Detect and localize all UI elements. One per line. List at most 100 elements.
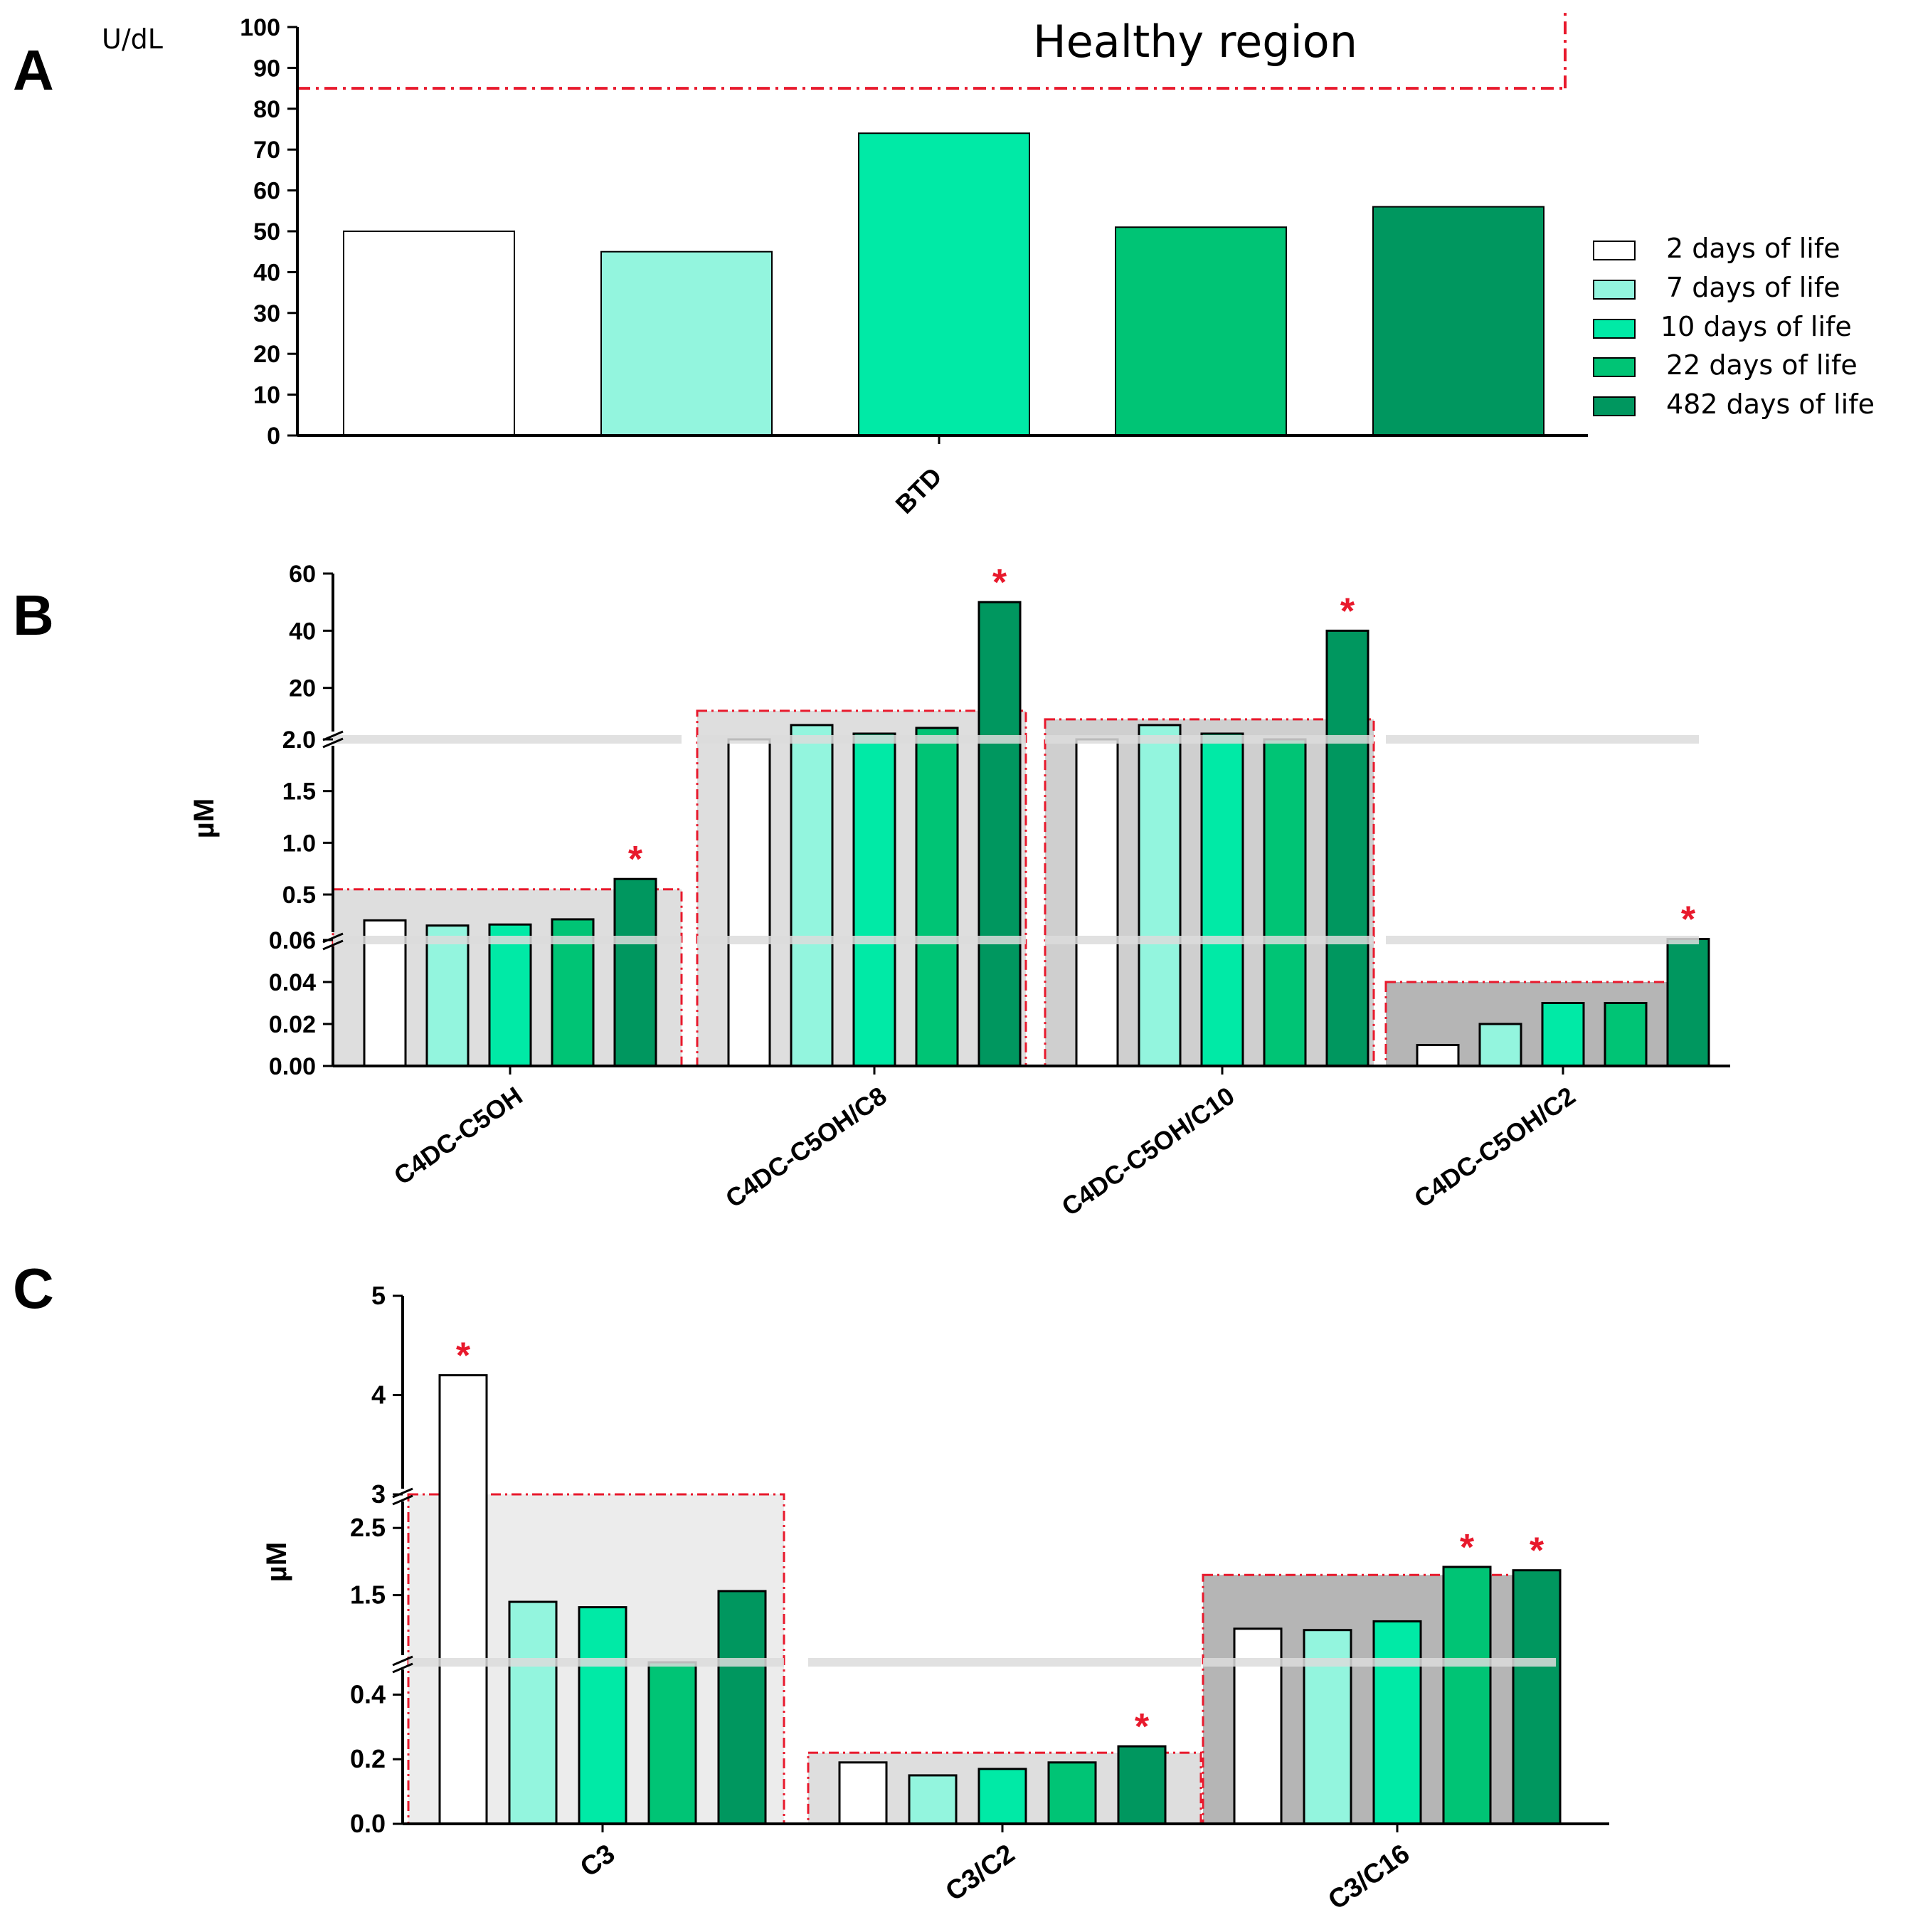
panel-b-category-label: C4DC-C5OH/C2 xyxy=(1409,1081,1580,1213)
panel-c-ylabel: µM xyxy=(261,1542,292,1582)
axis-break-strip xyxy=(697,936,1026,944)
panel-c-ytick-label: 5 xyxy=(371,1281,386,1310)
significance-star: * xyxy=(1460,1527,1475,1568)
axis-break-mark xyxy=(392,1487,413,1499)
panel-b-ytick-label: 20 xyxy=(289,675,316,702)
panel-a-ytick-label: 100 xyxy=(240,14,280,41)
panel-b-ytick-label: 1.0 xyxy=(282,830,316,857)
bar-C4DC-C5OH/C2-482-days-of-life xyxy=(1666,938,1710,1067)
bar-C3/C2-22-days-of-life xyxy=(1047,1761,1097,1825)
bar-C3-10-days-of-life xyxy=(578,1606,627,1825)
panel-b-ytick-label: 1.5 xyxy=(282,778,316,806)
bar-C3-7-days-of-life xyxy=(508,1600,558,1825)
axis-break-mark xyxy=(322,737,344,749)
axis-break-strip xyxy=(1203,1658,1556,1667)
bar-C4DC-C5OH/C8-10-days-of-life xyxy=(852,732,896,1067)
panel-a-ytick-label: 40 xyxy=(253,259,280,286)
legend-label-4: 482 days of life xyxy=(1666,389,1875,420)
panel-b-category-label: C4DC-C5OH/C10 xyxy=(1056,1081,1240,1222)
panel-c-category-label: C3/C16 xyxy=(1323,1839,1416,1916)
significance-star: * xyxy=(1681,899,1696,941)
bar-C3-22-days-of-life xyxy=(647,1661,697,1825)
panel-c-ytick-label: 0.0 xyxy=(350,1809,386,1838)
panel-c-ytick-label: 2.5 xyxy=(350,1513,386,1542)
bar-btd-482-days-of-life xyxy=(1372,206,1545,436)
bar-C4DC-C5OH-10-days-of-life xyxy=(488,923,532,1067)
bar-btd-22-days-of-life xyxy=(1115,226,1287,436)
panel-b-ytick-label: 0.00 xyxy=(269,1053,316,1080)
panel-b-category-label: C4DC-C5OH xyxy=(388,1081,528,1191)
bar-C4DC-C5OH/C8-2-days-of-life xyxy=(727,738,771,1067)
panel-a-ylabel: U/dL xyxy=(102,23,163,55)
axis-break-strip xyxy=(1386,735,1699,744)
bar-C4DC-C5OH-7-days-of-life xyxy=(425,924,470,1067)
bar-C3/C16-482-days-of-life xyxy=(1512,1569,1562,1825)
panel-letter-b: B xyxy=(13,584,54,647)
bar-C4DC-C5OH/C2-22-days-of-life xyxy=(1604,1002,1648,1067)
bar-C4DC-C5OH/C8-22-days-of-life xyxy=(915,727,959,1067)
axis-break-mark xyxy=(392,1655,413,1667)
axis-break-mark xyxy=(392,1494,413,1506)
panel-a-ytick-label: 10 xyxy=(253,382,280,409)
legend-swatch-2 xyxy=(1593,319,1636,339)
panel-a-ytick-label: 50 xyxy=(253,218,280,246)
significance-star: * xyxy=(628,839,643,880)
axis-break-strip xyxy=(333,735,682,744)
panel-a-category-label: BTD xyxy=(890,462,948,519)
bar-btd-7-days-of-life xyxy=(600,250,773,436)
bar-C4DC-C5OH-2-days-of-life xyxy=(363,919,407,1067)
legend-label-2: 10 days of life xyxy=(1660,311,1852,342)
panel-c-ytick-label: 0.2 xyxy=(350,1744,386,1773)
legend-label-3: 22 days of life xyxy=(1666,349,1858,381)
bar-C4DC-C5OH-482-days-of-life xyxy=(613,877,657,1067)
significance-star: * xyxy=(456,1336,471,1377)
axis-break-strip xyxy=(697,735,1026,744)
bar-C4DC-C5OH/C2-7-days-of-life xyxy=(1478,1023,1522,1067)
panel-b-ylabel: µM xyxy=(189,798,220,838)
bar-C4DC-C5OH/C8-482-days-of-life xyxy=(977,601,1022,1067)
bar-C4DC-C5OH/C2-10-days-of-life xyxy=(1541,1002,1585,1067)
panel-b-ytick-label: 40 xyxy=(289,618,316,645)
bar-btd-10-days-of-life xyxy=(858,132,1030,437)
bar-C4DC-C5OH/C10-22-days-of-life xyxy=(1263,738,1307,1067)
bar-C4DC-C5OH/C2-2-days-of-life xyxy=(1416,1044,1460,1067)
healthy-region-label: Healthy region xyxy=(1033,16,1357,68)
panel-b-ytick-label: 0.02 xyxy=(269,1011,316,1038)
panel-a-ytick-label: 80 xyxy=(253,96,280,123)
panel-a-chart: 0 10 20 30 40 50 60 70 80 90 100 xyxy=(240,13,1588,450)
legend-swatch-4 xyxy=(1593,396,1636,416)
panel-b-category-label: C4DC-C5OH/C8 xyxy=(720,1081,891,1213)
bar-C4DC-C5OH/C10-482-days-of-life xyxy=(1325,629,1369,1067)
panel-c-ytick-label: 0.4 xyxy=(350,1679,386,1709)
bar-C3/C2-7-days-of-life xyxy=(908,1774,958,1825)
panel-c-ytick-label: 3 xyxy=(371,1479,386,1509)
axis-break-strip xyxy=(1386,936,1699,944)
panel-b-ytick-label: 60 xyxy=(289,561,316,588)
panel-a-ytick-label: 30 xyxy=(253,300,280,327)
legend-swatch-3 xyxy=(1593,357,1636,377)
legend-swatch-1 xyxy=(1593,280,1636,300)
legend: 2 days of life 7 days of life 10 days of… xyxy=(1593,233,1875,420)
bar-C4DC-C5OH/C8-7-days-of-life xyxy=(790,724,834,1067)
panel-letter-c: C xyxy=(13,1257,54,1320)
bar-C3/C2-482-days-of-life xyxy=(1117,1745,1167,1825)
bar-C3/C16-22-days-of-life xyxy=(1442,1566,1492,1825)
panel-c-category-label: C3/C2 xyxy=(941,1839,1020,1907)
bar-C4DC-C5OH/C10-7-days-of-life xyxy=(1138,724,1182,1067)
panel-b-ytick-label: 0.06 xyxy=(269,927,316,954)
panel-c-category-label: C3 xyxy=(575,1839,620,1883)
panel-c-chart: * C3 * C3/C2 * * C3/C16 0.0 0.2 0.4 1.5 2.5 3 4 5 xyxy=(350,1281,1609,1916)
panel-a-ytick-label: 60 xyxy=(253,178,280,205)
axis-break-strip xyxy=(1045,735,1374,744)
significance-star: * xyxy=(1530,1531,1545,1572)
panel-b-ytick-label: 0.5 xyxy=(282,882,316,909)
legend-label-1: 7 days of life xyxy=(1666,272,1840,303)
panel-a-ytick-label: 20 xyxy=(253,341,280,368)
panel-a-ytick-label: 90 xyxy=(253,55,280,82)
panel-letter-a: A xyxy=(13,38,54,102)
axis-break-strip xyxy=(1045,936,1374,944)
bar-C3-2-days-of-life xyxy=(438,1374,488,1825)
bar-C3/C2-10-days-of-life xyxy=(977,1768,1027,1825)
significance-star: * xyxy=(992,562,1007,603)
